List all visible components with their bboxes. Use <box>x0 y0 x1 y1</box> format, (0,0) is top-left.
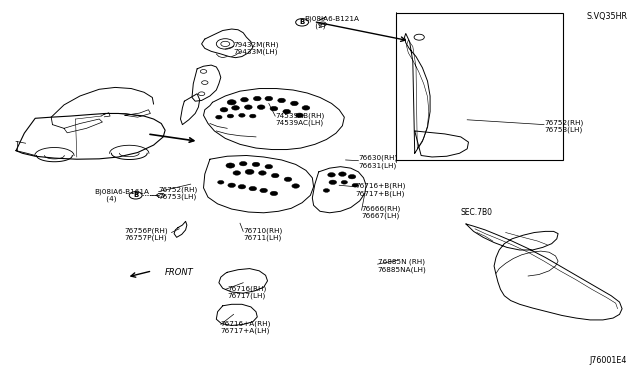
Circle shape <box>227 100 236 105</box>
Circle shape <box>278 98 285 103</box>
Circle shape <box>291 101 298 106</box>
Circle shape <box>227 114 234 118</box>
Circle shape <box>241 97 248 102</box>
Circle shape <box>232 106 239 110</box>
Text: B: B <box>300 19 305 25</box>
Circle shape <box>339 172 346 176</box>
Circle shape <box>250 114 256 118</box>
Circle shape <box>270 191 278 196</box>
Circle shape <box>284 177 292 182</box>
Circle shape <box>252 162 260 167</box>
Text: SEC.7B0: SEC.7B0 <box>461 208 493 217</box>
Text: 74539AB(RH)
74539AC(LH): 74539AB(RH) 74539AC(LH) <box>275 112 324 126</box>
Circle shape <box>329 180 337 185</box>
Text: 76716+B(RH)
76717+B(LH): 76716+B(RH) 76717+B(LH) <box>355 183 406 197</box>
Circle shape <box>352 183 358 187</box>
Text: 76716(RH)
76717(LH): 76716(RH) 76717(LH) <box>227 285 266 299</box>
Circle shape <box>259 171 266 175</box>
Circle shape <box>257 105 265 109</box>
Circle shape <box>226 163 235 168</box>
Text: 76885N (RH)
76885NA(LH): 76885N (RH) 76885NA(LH) <box>378 259 426 273</box>
Circle shape <box>270 106 278 111</box>
Circle shape <box>348 174 356 179</box>
Circle shape <box>265 96 273 101</box>
Circle shape <box>218 180 224 184</box>
Text: B)08IA6-B121A
     (2): B)08IA6-B121A (2) <box>304 15 359 29</box>
Circle shape <box>216 115 222 119</box>
Circle shape <box>323 189 330 192</box>
Text: 76752(RH)
76753(LH): 76752(RH) 76753(LH) <box>159 186 198 201</box>
Circle shape <box>249 186 257 191</box>
Text: B)08IA6-B161A
     (4): B)08IA6-B161A (4) <box>95 188 150 202</box>
Circle shape <box>260 188 268 193</box>
Text: 76756P(RH)
76757P(LH): 76756P(RH) 76757P(LH) <box>125 227 168 241</box>
Circle shape <box>239 113 245 117</box>
Circle shape <box>302 106 310 110</box>
Text: FRONT: FRONT <box>165 268 194 277</box>
Circle shape <box>253 96 261 101</box>
Circle shape <box>296 113 303 118</box>
Text: B: B <box>133 192 138 198</box>
Text: S.VQ35HR: S.VQ35HR <box>586 12 627 21</box>
Circle shape <box>265 164 273 169</box>
Circle shape <box>239 161 247 166</box>
Text: 76666(RH)
76667(LH): 76666(RH) 76667(LH) <box>362 205 401 219</box>
Circle shape <box>228 183 236 187</box>
Circle shape <box>271 173 279 178</box>
Circle shape <box>245 169 254 174</box>
Circle shape <box>283 109 291 114</box>
Circle shape <box>328 173 335 177</box>
Circle shape <box>238 185 246 189</box>
Text: 76630(RH)
76631(LH): 76630(RH) 76631(LH) <box>358 155 397 169</box>
Bar <box>396 13 563 160</box>
Circle shape <box>244 105 252 109</box>
Circle shape <box>220 108 228 112</box>
Circle shape <box>341 180 348 184</box>
Circle shape <box>233 171 241 175</box>
Text: 79432M(RH)
79433M(LH): 79432M(RH) 79433M(LH) <box>234 41 279 55</box>
Text: 76716+A(RH)
76717+A(LH): 76716+A(RH) 76717+A(LH) <box>221 320 271 334</box>
Text: 76710(RH)
76711(LH): 76710(RH) 76711(LH) <box>243 227 282 241</box>
Circle shape <box>292 184 300 188</box>
Text: 76752(RH)
76753(LH): 76752(RH) 76753(LH) <box>544 119 583 134</box>
Text: J76001E4: J76001E4 <box>590 356 627 365</box>
